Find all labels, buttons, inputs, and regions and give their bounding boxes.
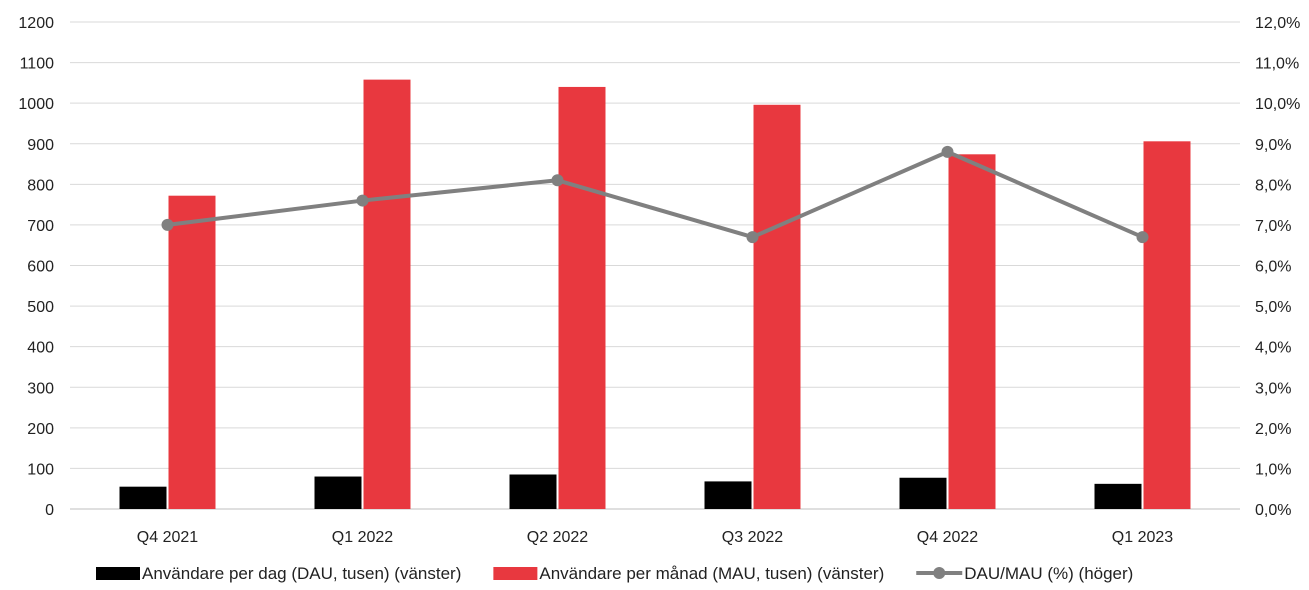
gridlines [70, 21, 1240, 510]
left-tick-label: 700 [27, 218, 54, 235]
legend-marker [933, 567, 946, 579]
mau-bar [753, 104, 801, 509]
left-tick-label: 100 [27, 461, 54, 478]
right-tick-label: 12,0% [1255, 15, 1300, 32]
x-axis-ticks: Q4 2021 Q1 2022 Q2 2022 Q3 2022 Q4 2022 Q1 20… [137, 529, 1173, 546]
dau-mau-point [356, 194, 369, 207]
dau-mau-point [551, 174, 564, 187]
dau-bar [1094, 483, 1142, 509]
legend-item: Användare per månad (MAU, tusen) (vänste… [493, 564, 884, 583]
x-tick-label: Q4 2021 [137, 529, 198, 546]
legend-item: Användare per dag (DAU, tusen) (vänster) [96, 564, 461, 583]
left-tick-label: 900 [27, 137, 54, 154]
left-tick-label: 600 [27, 259, 54, 276]
legend-label: DAU/MAU (%) (höger) [964, 564, 1133, 583]
left-tick-label: 500 [27, 299, 54, 316]
left-tick-label: 200 [27, 421, 54, 438]
right-tick-label: 7,0% [1255, 218, 1291, 235]
left-tick-label: 800 [27, 177, 54, 194]
bars [119, 79, 1191, 510]
right-tick-label: 10,0% [1255, 96, 1300, 113]
x-tick-label: Q1 2022 [332, 529, 393, 546]
dau-bar [704, 481, 752, 509]
right-tick-label: 3,0% [1255, 380, 1291, 397]
left-tick-label: 1200 [18, 15, 54, 32]
right-tick-label: 9,0% [1255, 137, 1291, 154]
right-tick-label: 1,0% [1255, 461, 1291, 478]
legend-item: DAU/MAU (%) (höger) [916, 564, 1133, 583]
right-tick-label: 4,0% [1255, 340, 1291, 357]
legend-swatch [493, 567, 538, 580]
dau-bar [509, 474, 557, 509]
mau-bar [1143, 141, 1191, 509]
right-tick-label: 5,0% [1255, 299, 1291, 316]
dau-mau-point [1136, 231, 1149, 244]
left-tick-label: 1000 [18, 96, 54, 113]
legend-label: Användare per månad (MAU, tusen) (vänste… [539, 564, 884, 583]
legend: Användare per dag (DAU, tusen) (vänster)… [96, 564, 1133, 583]
right-tick-label: 0,0% [1255, 502, 1291, 519]
right-tick-label: 11,0% [1255, 56, 1299, 73]
left-tick-label: 300 [27, 380, 54, 397]
legend-swatch [96, 567, 140, 580]
dau-mau-point [746, 231, 759, 244]
left-tick-label: 1100 [20, 56, 55, 73]
right-tick-label: 8,0% [1255, 177, 1291, 194]
x-tick-label: Q3 2022 [722, 529, 783, 546]
dau-mau-point [941, 145, 954, 158]
right-tick-label: 2,0% [1255, 421, 1291, 438]
mau-bar [948, 154, 996, 509]
right-tick-label: 6,0% [1255, 259, 1291, 276]
line-series [161, 145, 1149, 244]
x-tick-label: Q1 2023 [1112, 529, 1173, 546]
left-tick-label: 0 [45, 502, 54, 519]
x-tick-label: Q4 2022 [917, 529, 978, 546]
x-tick-label: Q2 2022 [527, 529, 588, 546]
mau-bar [168, 195, 216, 510]
dau-bar [314, 476, 362, 509]
right-axis-ticks: 0,0% 1,0% 2,0% 3,0% 4,0% 5,0% 6,0% 7,0% 8,0% 9,0%… [1255, 15, 1300, 519]
dau-bar [899, 477, 947, 509]
dau-mau-point [161, 218, 174, 231]
legend-label: Användare per dag (DAU, tusen) (vänster) [142, 564, 461, 583]
left-axis-ticks: 0 100 200 300 400 500 600 700 800 900 1000 1100 1200 [18, 15, 54, 519]
mau-bar [363, 79, 411, 510]
left-tick-label: 400 [27, 340, 54, 357]
dau-bar [119, 486, 167, 509]
dau-mau-line [167, 149, 1144, 240]
mau-bar [558, 86, 606, 509]
